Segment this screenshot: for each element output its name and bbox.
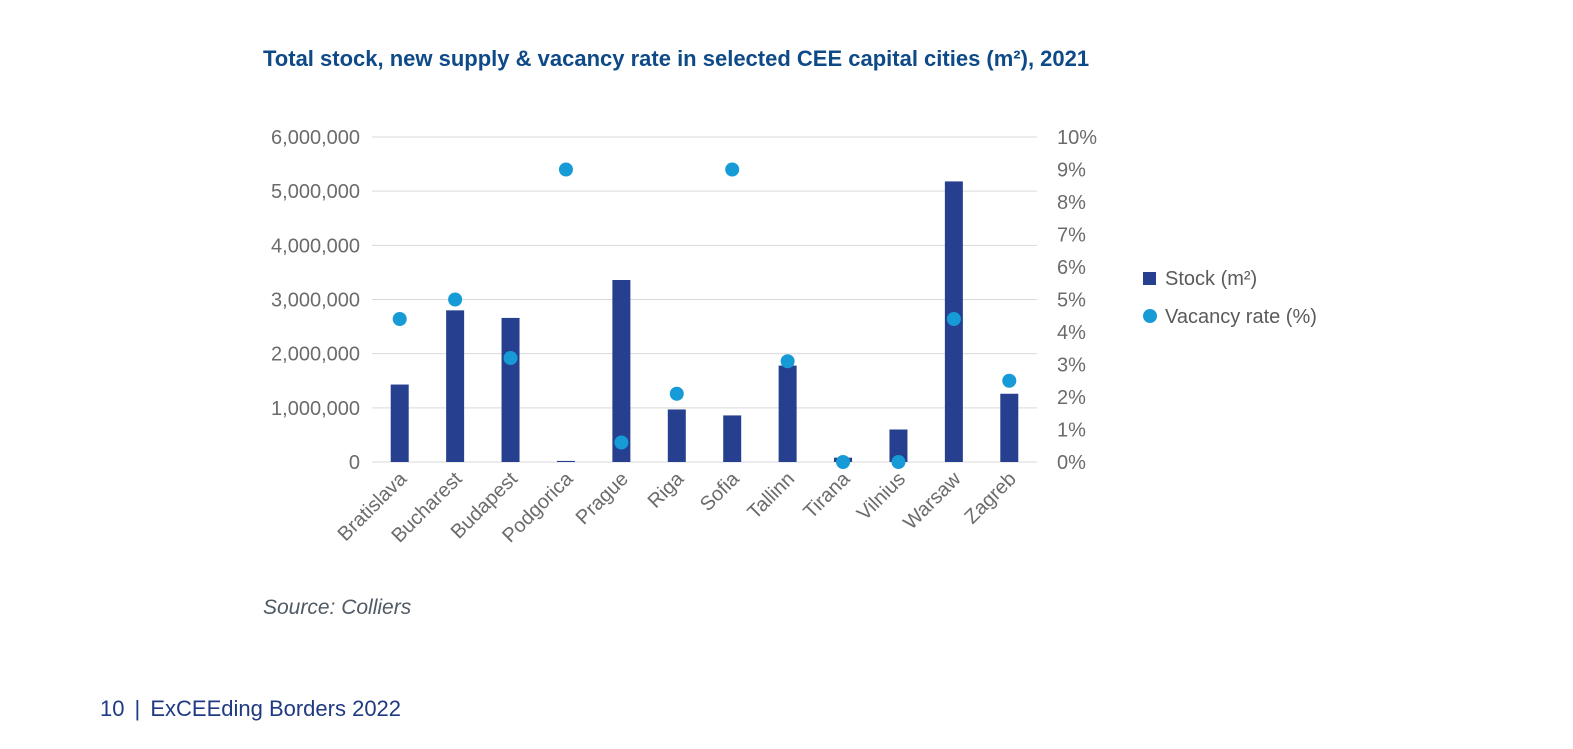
page-number: 10 (100, 696, 125, 721)
right-axis-tick-labels: 0% 1% 2% 3% 4% 5% 6% 7% 8% 9% 10% (1057, 127, 1097, 474)
footer-separator: | (134, 696, 141, 721)
bar-vilnius (889, 429, 908, 462)
dot-tirana (836, 455, 851, 469)
right-tick-label: 4% (1057, 322, 1086, 344)
legend: Stock (m²) Vacancy rate (%) (1143, 268, 1317, 328)
category-label: Riga (644, 467, 689, 512)
bar-prague (612, 280, 631, 462)
bar-zagreb (1000, 393, 1019, 462)
left-tick-label: 6,000,000 (271, 127, 360, 149)
left-tick-label: 3,000,000 (271, 290, 360, 312)
dot-podgorica (558, 162, 573, 177)
dot-tallinn (780, 354, 795, 369)
bar-bucharest (446, 310, 465, 462)
right-tick-label: 3% (1057, 355, 1086, 377)
left-axis-tick-labels: 0 1,000,000 2,000,000 3,000,000 4,000,000 5,0… (271, 127, 360, 474)
right-tick-label: 9% (1057, 160, 1086, 182)
bar-riga (667, 409, 686, 462)
category-labels: BratislavaBucharestBudapestPodgoricaPrag… (334, 467, 1021, 547)
legend-stock-label: Stock (m²) (1165, 268, 1257, 290)
bar-series (390, 181, 1019, 462)
chart-title: Total stock, new supply & vacancy rate i… (263, 46, 1090, 71)
page-footer: 10 | ExCEEding Borders 2022 (100, 696, 401, 722)
category-label: Zagreb (960, 468, 1020, 528)
right-tick-label: 5% (1057, 290, 1086, 312)
gridlines (372, 136, 1037, 463)
right-tick-label: 6% (1057, 257, 1086, 279)
right-tick-label: 10% (1057, 127, 1097, 149)
dot-riga (669, 386, 684, 401)
bar-podgorica (556, 460, 575, 462)
bar-bratislava (390, 384, 409, 462)
left-tick-label: 2,000,000 (271, 344, 360, 366)
dot-bratislava (392, 312, 407, 326)
dot-vilnius (891, 455, 906, 469)
right-tick-label: 8% (1057, 192, 1086, 214)
dot-prague (614, 435, 629, 450)
legend-stock-swatch (1143, 272, 1156, 285)
dot-warsaw (946, 312, 961, 326)
left-tick-label: 0 (349, 452, 360, 474)
category-label: Tirana (799, 467, 855, 523)
legend-vacancy-label: Vacancy rate (%) (1165, 306, 1317, 328)
dot-budapest (503, 351, 518, 365)
category-label: Tallinn (744, 468, 800, 524)
dot-sofia (725, 162, 740, 177)
legend-vacancy-swatch (1143, 309, 1157, 323)
bar-sofia (723, 415, 742, 462)
publication-title: ExCEEding Borders 2022 (150, 696, 402, 721)
dot-zagreb (1002, 373, 1017, 388)
left-tick-label: 1,000,000 (271, 398, 360, 420)
dot-series (392, 162, 1017, 469)
left-tick-label: 5,000,000 (271, 181, 360, 203)
left-tick-label: 4,000,000 (271, 235, 360, 257)
right-tick-label: 1% (1057, 420, 1086, 442)
bar-budapest (501, 317, 520, 462)
bar-tallinn (778, 365, 797, 462)
category-label: Prague (572, 468, 633, 529)
source-note: Source: Colliers (263, 596, 412, 619)
right-tick-label: 0% (1057, 452, 1086, 474)
category-label: Warsaw (899, 468, 965, 534)
right-tick-label: 2% (1057, 387, 1086, 409)
right-tick-label: 7% (1057, 225, 1086, 247)
dot-bucharest (448, 292, 463, 307)
category-label: Sofia (696, 467, 744, 515)
